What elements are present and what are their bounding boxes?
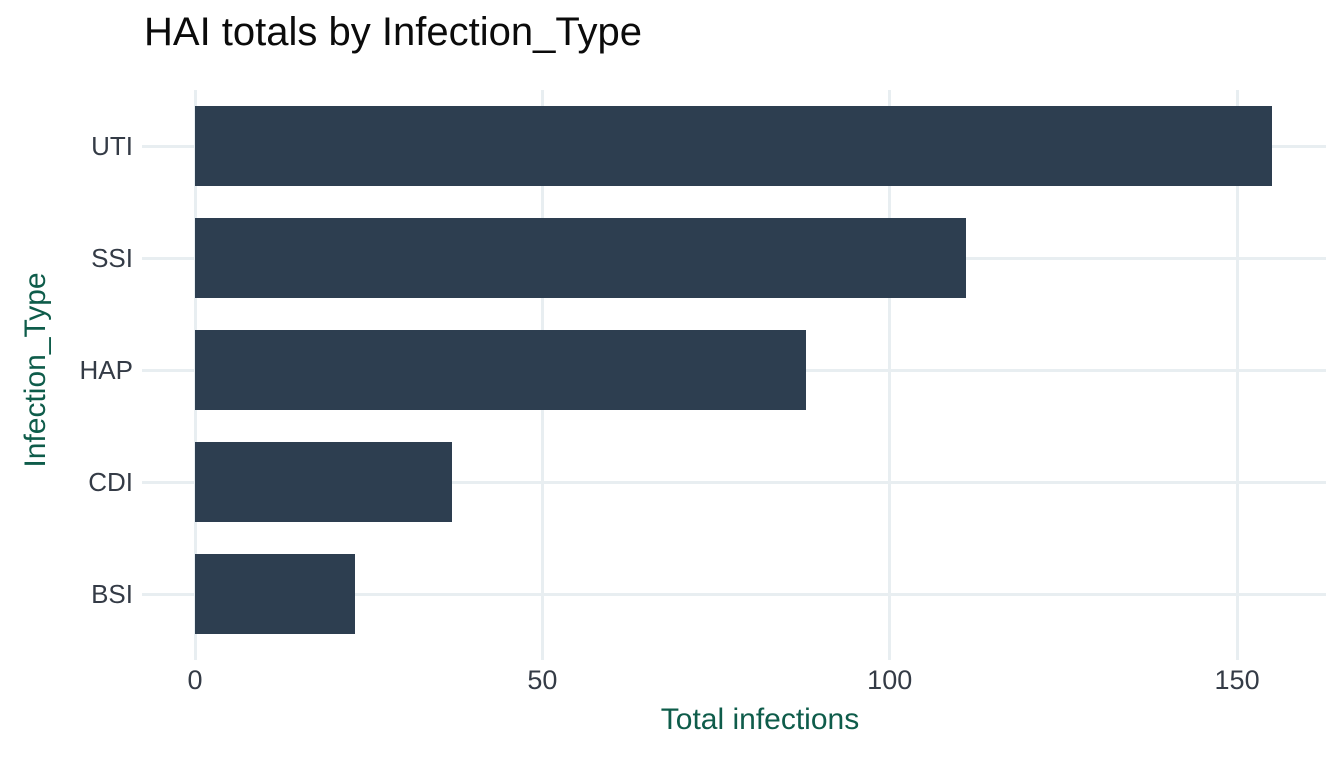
y-axis-tick xyxy=(142,480,195,484)
chart-title: HAI totals by Infection_Type xyxy=(144,10,643,54)
y-tick-label-cdi: CDI xyxy=(88,467,133,497)
grid-line-horizontal xyxy=(195,592,1326,596)
bar-bsi xyxy=(195,554,355,634)
plot-area xyxy=(193,90,1326,650)
y-tick-label-uti: UTI xyxy=(91,131,133,161)
grid-line-horizontal xyxy=(195,480,1326,484)
y-tick-label-hap: HAP xyxy=(79,355,133,385)
bar-uti xyxy=(195,106,1272,186)
y-tick-label-ssi: SSI xyxy=(91,243,133,273)
x-axis-tick xyxy=(193,650,197,660)
bar-hap xyxy=(195,330,807,410)
x-tick-label-50: 50 xyxy=(527,665,558,695)
grid-line-vertical xyxy=(888,90,892,650)
x-axis-tick xyxy=(540,650,544,660)
bar-cdi xyxy=(195,442,453,522)
grid-line-vertical xyxy=(1235,90,1239,650)
x-axis-tick xyxy=(1235,650,1239,660)
x-tick-label-150: 150 xyxy=(1214,665,1260,695)
bar-ssi xyxy=(195,218,967,298)
y-tick-label-bsi: BSI xyxy=(91,579,133,609)
x-axis-tick xyxy=(888,650,892,660)
x-tick-label-0: 0 xyxy=(187,665,203,695)
x-axis-title: Total infections xyxy=(660,703,860,736)
y-axis-tick xyxy=(142,592,195,596)
y-axis-tick xyxy=(142,144,195,148)
x-tick-label-100: 100 xyxy=(867,665,913,695)
y-axis-tick xyxy=(142,368,195,372)
y-axis-tick xyxy=(142,256,195,260)
